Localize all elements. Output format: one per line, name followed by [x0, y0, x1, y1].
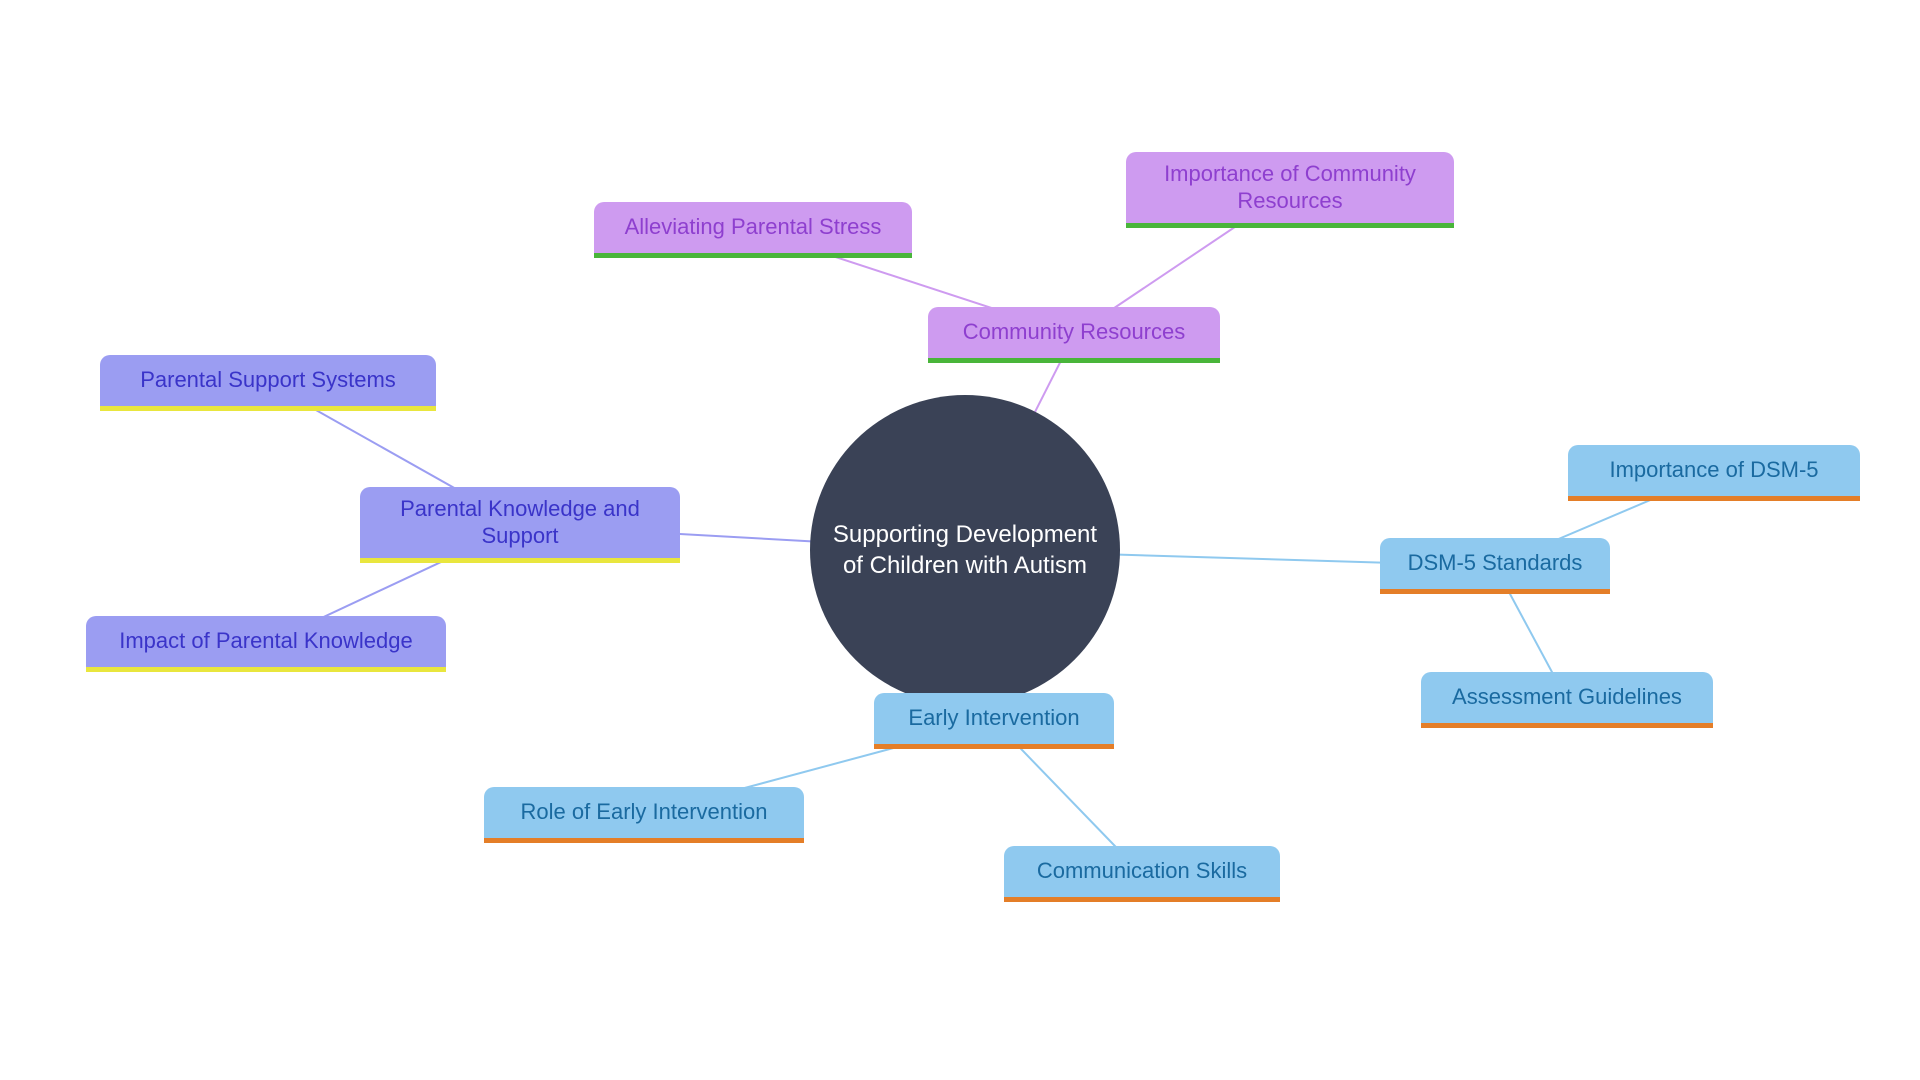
center-node: Supporting Development of Children with … [810, 395, 1120, 705]
branch-early: Early Intervention [874, 693, 1114, 749]
leaf-dsm5-1: Assessment Guidelines [1421, 672, 1713, 728]
leaf-parental-1: Impact of Parental Knowledge [86, 616, 446, 672]
branch-parental: Parental Knowledge and Support [360, 487, 680, 563]
leaf-early-1: Communication Skills [1004, 846, 1280, 902]
branch-dsm5: DSM-5 Standards [1380, 538, 1610, 594]
leaf-community-1: Importance of Community Resources [1126, 152, 1454, 228]
leaf-early-0: Role of Early Intervention [484, 787, 804, 843]
branch-community: Community Resources [928, 307, 1220, 363]
leaf-parental-0: Parental Support Systems [100, 355, 436, 411]
leaf-community-0: Alleviating Parental Stress [594, 202, 912, 258]
leaf-dsm5-0: Importance of DSM-5 [1568, 445, 1860, 501]
mindmap-canvas: Supporting Development of Children with … [0, 0, 1920, 1080]
